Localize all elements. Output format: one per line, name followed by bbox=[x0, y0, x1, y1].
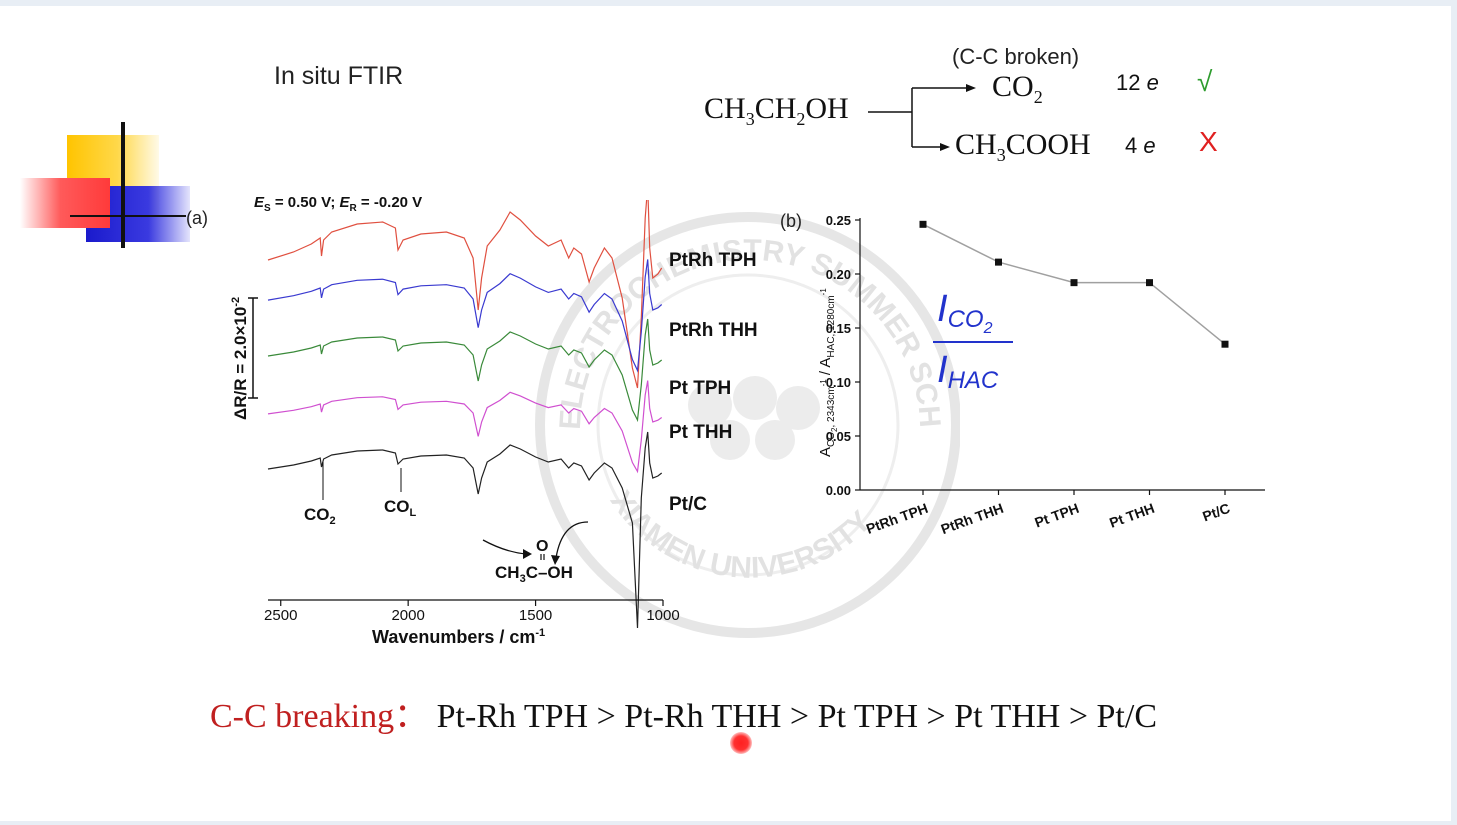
conclusion-sequence: Pt-Rh TPH > Pt-Rh THH > Pt TPH > Pt THH … bbox=[428, 698, 1157, 735]
laser-pointer-dot bbox=[730, 732, 752, 754]
x-tick-label: 1000 bbox=[646, 607, 679, 624]
series-label: PtRh TPH bbox=[669, 250, 757, 271]
panel-a-label: (a) bbox=[186, 208, 208, 228]
conclusion-line: C-C breaking： Pt-Rh TPH > Pt-Rh THH > Pt… bbox=[210, 688, 1157, 737]
watermark-seal: ELECTROCHEMISTRY SUMMER SCHOOL 2020 XIAM… bbox=[520, 200, 960, 638]
annotation-acid-o: O bbox=[536, 538, 548, 555]
y-tick-label: 0.05 bbox=[826, 429, 851, 444]
ratio-chart: (b) 0.00 0.05 0.10 0.15 0.20 0.25 PtRh TPH PtRh… bbox=[780, 211, 1265, 537]
ftir-spectra-chart: ΔR/R = 2.0×10-2 2500 2000 1500 1000 Wavenum… bbox=[230, 200, 758, 647]
y-tick-label: 0.15 bbox=[826, 321, 851, 336]
window-frame-top bbox=[0, 0, 1457, 6]
ratio-chart-series bbox=[919, 220, 1229, 348]
panel-b-label: (b) bbox=[780, 211, 802, 231]
spectrum-trace bbox=[267, 380, 663, 474]
decorative-vertical-line bbox=[121, 122, 125, 248]
series-label: Pt TPH bbox=[669, 378, 731, 399]
data-point bbox=[919, 220, 927, 228]
y-tick-label: 0.10 bbox=[826, 375, 851, 390]
annotation-acid: CH3C–OH bbox=[495, 563, 573, 585]
spectrum-trace bbox=[267, 259, 663, 373]
annotation-co2: CO2 bbox=[304, 505, 336, 527]
annotation-col: COL bbox=[384, 497, 417, 519]
y-tick-label: 0.25 bbox=[826, 213, 851, 228]
check-mark: √ bbox=[1197, 66, 1213, 97]
spectrum-trace bbox=[267, 431, 663, 629]
x-tick-label: PtRh TPH bbox=[864, 500, 930, 537]
product-acid-electrons: 4 e bbox=[1125, 133, 1156, 158]
x-tick-label: 2000 bbox=[391, 607, 424, 624]
product-co2-electrons: 12 e bbox=[1116, 70, 1159, 95]
data-point bbox=[1221, 340, 1229, 348]
product-acetic-acid: CH3COOH bbox=[955, 128, 1091, 165]
cross-mark: X bbox=[1199, 126, 1218, 157]
series-label: Pt THH bbox=[669, 422, 732, 443]
spectrum-trace bbox=[267, 318, 663, 423]
x-tick-label: 2500 bbox=[264, 607, 297, 624]
data-point bbox=[995, 258, 1002, 266]
x-tick-label: PtRh THH bbox=[939, 500, 1006, 537]
x-tick-label: Pt TPH bbox=[1032, 500, 1081, 531]
reactant-formula: CH3CH2OH bbox=[704, 92, 849, 129]
window-frame-bottom bbox=[0, 821, 1457, 825]
decorative-red-square bbox=[20, 178, 110, 228]
y-axis-label: ACO2, 2343cm-1 / AHAC, 1280cm-1 bbox=[817, 288, 839, 457]
conclusion-label: C-C breaking： bbox=[210, 698, 429, 735]
window-frame-right bbox=[1451, 0, 1457, 825]
reaction-note: (C-C broken) bbox=[952, 44, 1080, 69]
spectra-group bbox=[267, 200, 663, 629]
y-tick-label: 0.20 bbox=[826, 267, 851, 282]
reaction-arrows bbox=[868, 84, 976, 151]
data-point bbox=[1146, 279, 1153, 287]
series-labels: PtRh TPH PtRh THH Pt TPH Pt THH Pt/C bbox=[669, 250, 758, 515]
decorative-horizontal-line bbox=[70, 215, 186, 217]
ratio-chart-axes: 0.00 0.05 0.10 0.15 0.20 0.25 PtRh TPH PtRh THH… bbox=[826, 213, 1265, 537]
svg-text:IHAC: IHAC bbox=[937, 349, 999, 394]
ratio-formula: ICO2 IHAC bbox=[933, 288, 1013, 394]
x-tick-label: 1500 bbox=[519, 607, 552, 624]
series-label: PtRh THH bbox=[669, 320, 758, 341]
x-axis-ticks: 2500 2000 1500 1000 bbox=[264, 600, 680, 624]
series-label: Pt/C bbox=[669, 494, 707, 515]
spectrum-trace bbox=[267, 200, 663, 389]
x-tick-label: Pt/C bbox=[1200, 500, 1232, 525]
x-axis-label: Wavenumbers / cm-1 bbox=[372, 627, 545, 647]
y-tick-label: 0.00 bbox=[826, 483, 851, 498]
x-tick-label: Pt THH bbox=[1107, 500, 1156, 531]
svg-text:ICO2: ICO2 bbox=[937, 288, 993, 337]
potential-condition: ES = 0.50 V; ER = -0.20 V bbox=[254, 194, 423, 214]
product-co2: CO2 bbox=[992, 70, 1043, 107]
slide-title: In situ FTIR bbox=[274, 62, 404, 90]
scale-bar-label: ΔR/R = 2.0×10-2 bbox=[230, 297, 250, 420]
data-point bbox=[1070, 279, 1078, 287]
